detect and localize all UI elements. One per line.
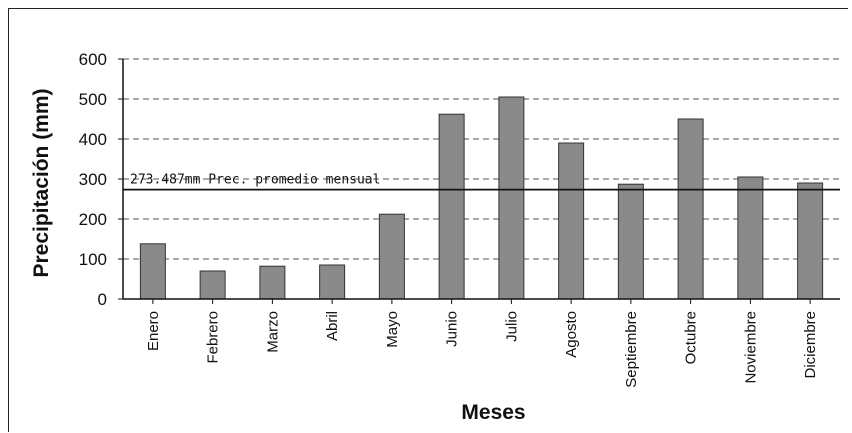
bar-julio — [498, 96, 525, 300]
bar-noviembre — [737, 176, 764, 300]
bar-junio — [438, 113, 465, 300]
bar-octubre — [677, 118, 704, 300]
x-tick-label-diciembre: Diciembre — [802, 311, 819, 379]
x-tick-label-febrero: Febrero — [205, 311, 222, 364]
x-axis-title: Meses — [461, 401, 525, 424]
bars — [139, 96, 824, 300]
x-tick-label-julio: Julio — [503, 311, 520, 342]
x-tick-label-septiembre: Septiembre — [623, 311, 640, 388]
x-tick-label-noviembre: Noviembre — [742, 311, 759, 384]
x-tick-label-octubre: Octubre — [683, 311, 700, 364]
y-tick-label-300: 300 — [79, 170, 107, 189]
bar-diciembre — [797, 182, 824, 300]
y-tick-labels: 0 100 200 300 400 500 600 — [79, 50, 123, 309]
x-tick-label-junio: Junio — [444, 311, 461, 347]
y-tick-label-100: 100 — [79, 250, 107, 269]
bar-marzo — [259, 265, 286, 300]
gridlines — [123, 58, 840, 260]
x-tick-label-mayo: Mayo — [384, 311, 401, 348]
y-tick-label-400: 400 — [79, 130, 107, 149]
bar-septiembre — [617, 183, 644, 300]
x-tick-label-abril: Abril — [324, 311, 341, 341]
y-axis-title: Precipitación (mm) — [30, 88, 53, 277]
chart-frame — [8, 8, 848, 432]
bar-agosto — [558, 142, 585, 300]
bar-enero — [139, 243, 166, 300]
y-tick-label-600: 600 — [79, 50, 107, 69]
bar-febrero — [199, 270, 226, 300]
y-tick-label-0: 0 — [98, 290, 107, 309]
bar-mayo — [378, 213, 405, 300]
x-tick-label-marzo: Marzo — [264, 311, 281, 353]
x-tick-label-agosto: Agosto — [563, 311, 580, 358]
bar-abril — [319, 264, 346, 300]
x-tick-label-enero: Enero — [145, 311, 162, 351]
y-tick-label-200: 200 — [79, 210, 107, 229]
x-tick-labels: Enero Febrero Marzo Abril Mayo Junio Julio Agos… — [145, 299, 819, 388]
y-tick-label-500: 500 — [79, 90, 107, 109]
average-reference-label: 273.487mm Prec. promedio mensual — [130, 173, 380, 188]
